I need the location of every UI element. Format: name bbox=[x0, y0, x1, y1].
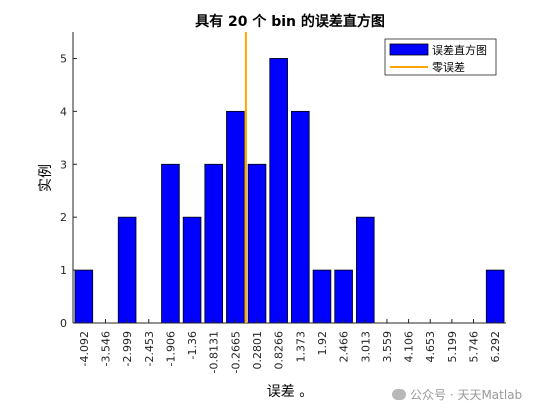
bar bbox=[485, 269, 505, 324]
x-tick-label: -2.453 bbox=[143, 331, 156, 366]
x-tick-label: -0.8131 bbox=[208, 331, 221, 373]
legend-label-zero-error: 零误差 bbox=[432, 60, 465, 74]
bar bbox=[291, 110, 310, 324]
x-tick-label: 4.106 bbox=[403, 331, 416, 363]
bar bbox=[226, 110, 245, 324]
bar bbox=[204, 163, 224, 324]
legend-label-histogram: 误差直方图 bbox=[432, 43, 487, 57]
x-tick-label: -1.906 bbox=[164, 331, 177, 366]
bar bbox=[117, 216, 137, 324]
y-tick-label: 5 bbox=[60, 52, 67, 65]
watermark: 公众号 · 天天Matlab bbox=[392, 386, 522, 403]
x-tick-label: -4.092 bbox=[78, 331, 91, 366]
x-tick-label: 1.92 bbox=[316, 331, 329, 356]
x-tick-label: -2.999 bbox=[121, 331, 134, 366]
y-tick-label: 1 bbox=[60, 264, 67, 277]
x-tick-label: 2.466 bbox=[338, 331, 351, 363]
y-tick-label: 4 bbox=[60, 105, 67, 118]
bar bbox=[355, 216, 375, 324]
bar bbox=[182, 216, 202, 324]
x-tick-label: 4.653 bbox=[424, 331, 437, 363]
y-tick-label: 2 bbox=[60, 211, 67, 224]
wechat-icon bbox=[392, 389, 406, 400]
x-tick-label: -1.36 bbox=[186, 331, 199, 359]
x-axis-label: 误差 。 bbox=[267, 384, 313, 400]
x-tick-label: 5.746 bbox=[468, 331, 481, 363]
x-tick-label: 1.373 bbox=[294, 331, 307, 363]
x-tick-label: 0.2801 bbox=[251, 331, 264, 370]
y-tick-label: 3 bbox=[60, 158, 67, 171]
axes-group: 0 1 2 3 4 5 -4.092 -3.546 -2.999 -2.453 -1.906 -1.3… bbox=[60, 32, 506, 373]
y-tick-label: 0 bbox=[60, 317, 67, 330]
bar bbox=[161, 163, 180, 324]
legend: 误差直方图 零误差 bbox=[384, 38, 497, 76]
bar bbox=[312, 269, 332, 324]
x-tick-label: -3.546 bbox=[99, 331, 112, 366]
x-tick-label: 3.559 bbox=[381, 331, 394, 363]
bar bbox=[269, 58, 288, 324]
y-axis-label: 实例 bbox=[38, 164, 54, 192]
x-tick-label: 6.292 bbox=[489, 331, 502, 363]
x-tick-label: -0.2665 bbox=[229, 331, 242, 373]
bar bbox=[74, 269, 94, 324]
x-tick-label: 5.199 bbox=[446, 331, 459, 363]
bars-group bbox=[74, 58, 505, 324]
bar bbox=[247, 163, 267, 324]
x-tick-label: 3.013 bbox=[359, 331, 372, 363]
legend-swatch-histogram bbox=[389, 43, 429, 56]
chart-title: 具有 20 个 bin 的误差直方图 bbox=[194, 13, 385, 30]
x-tick-label: 0.8266 bbox=[273, 331, 286, 370]
watermark-text: 公众号 · 天天Matlab bbox=[410, 388, 523, 402]
bar bbox=[334, 269, 353, 324]
